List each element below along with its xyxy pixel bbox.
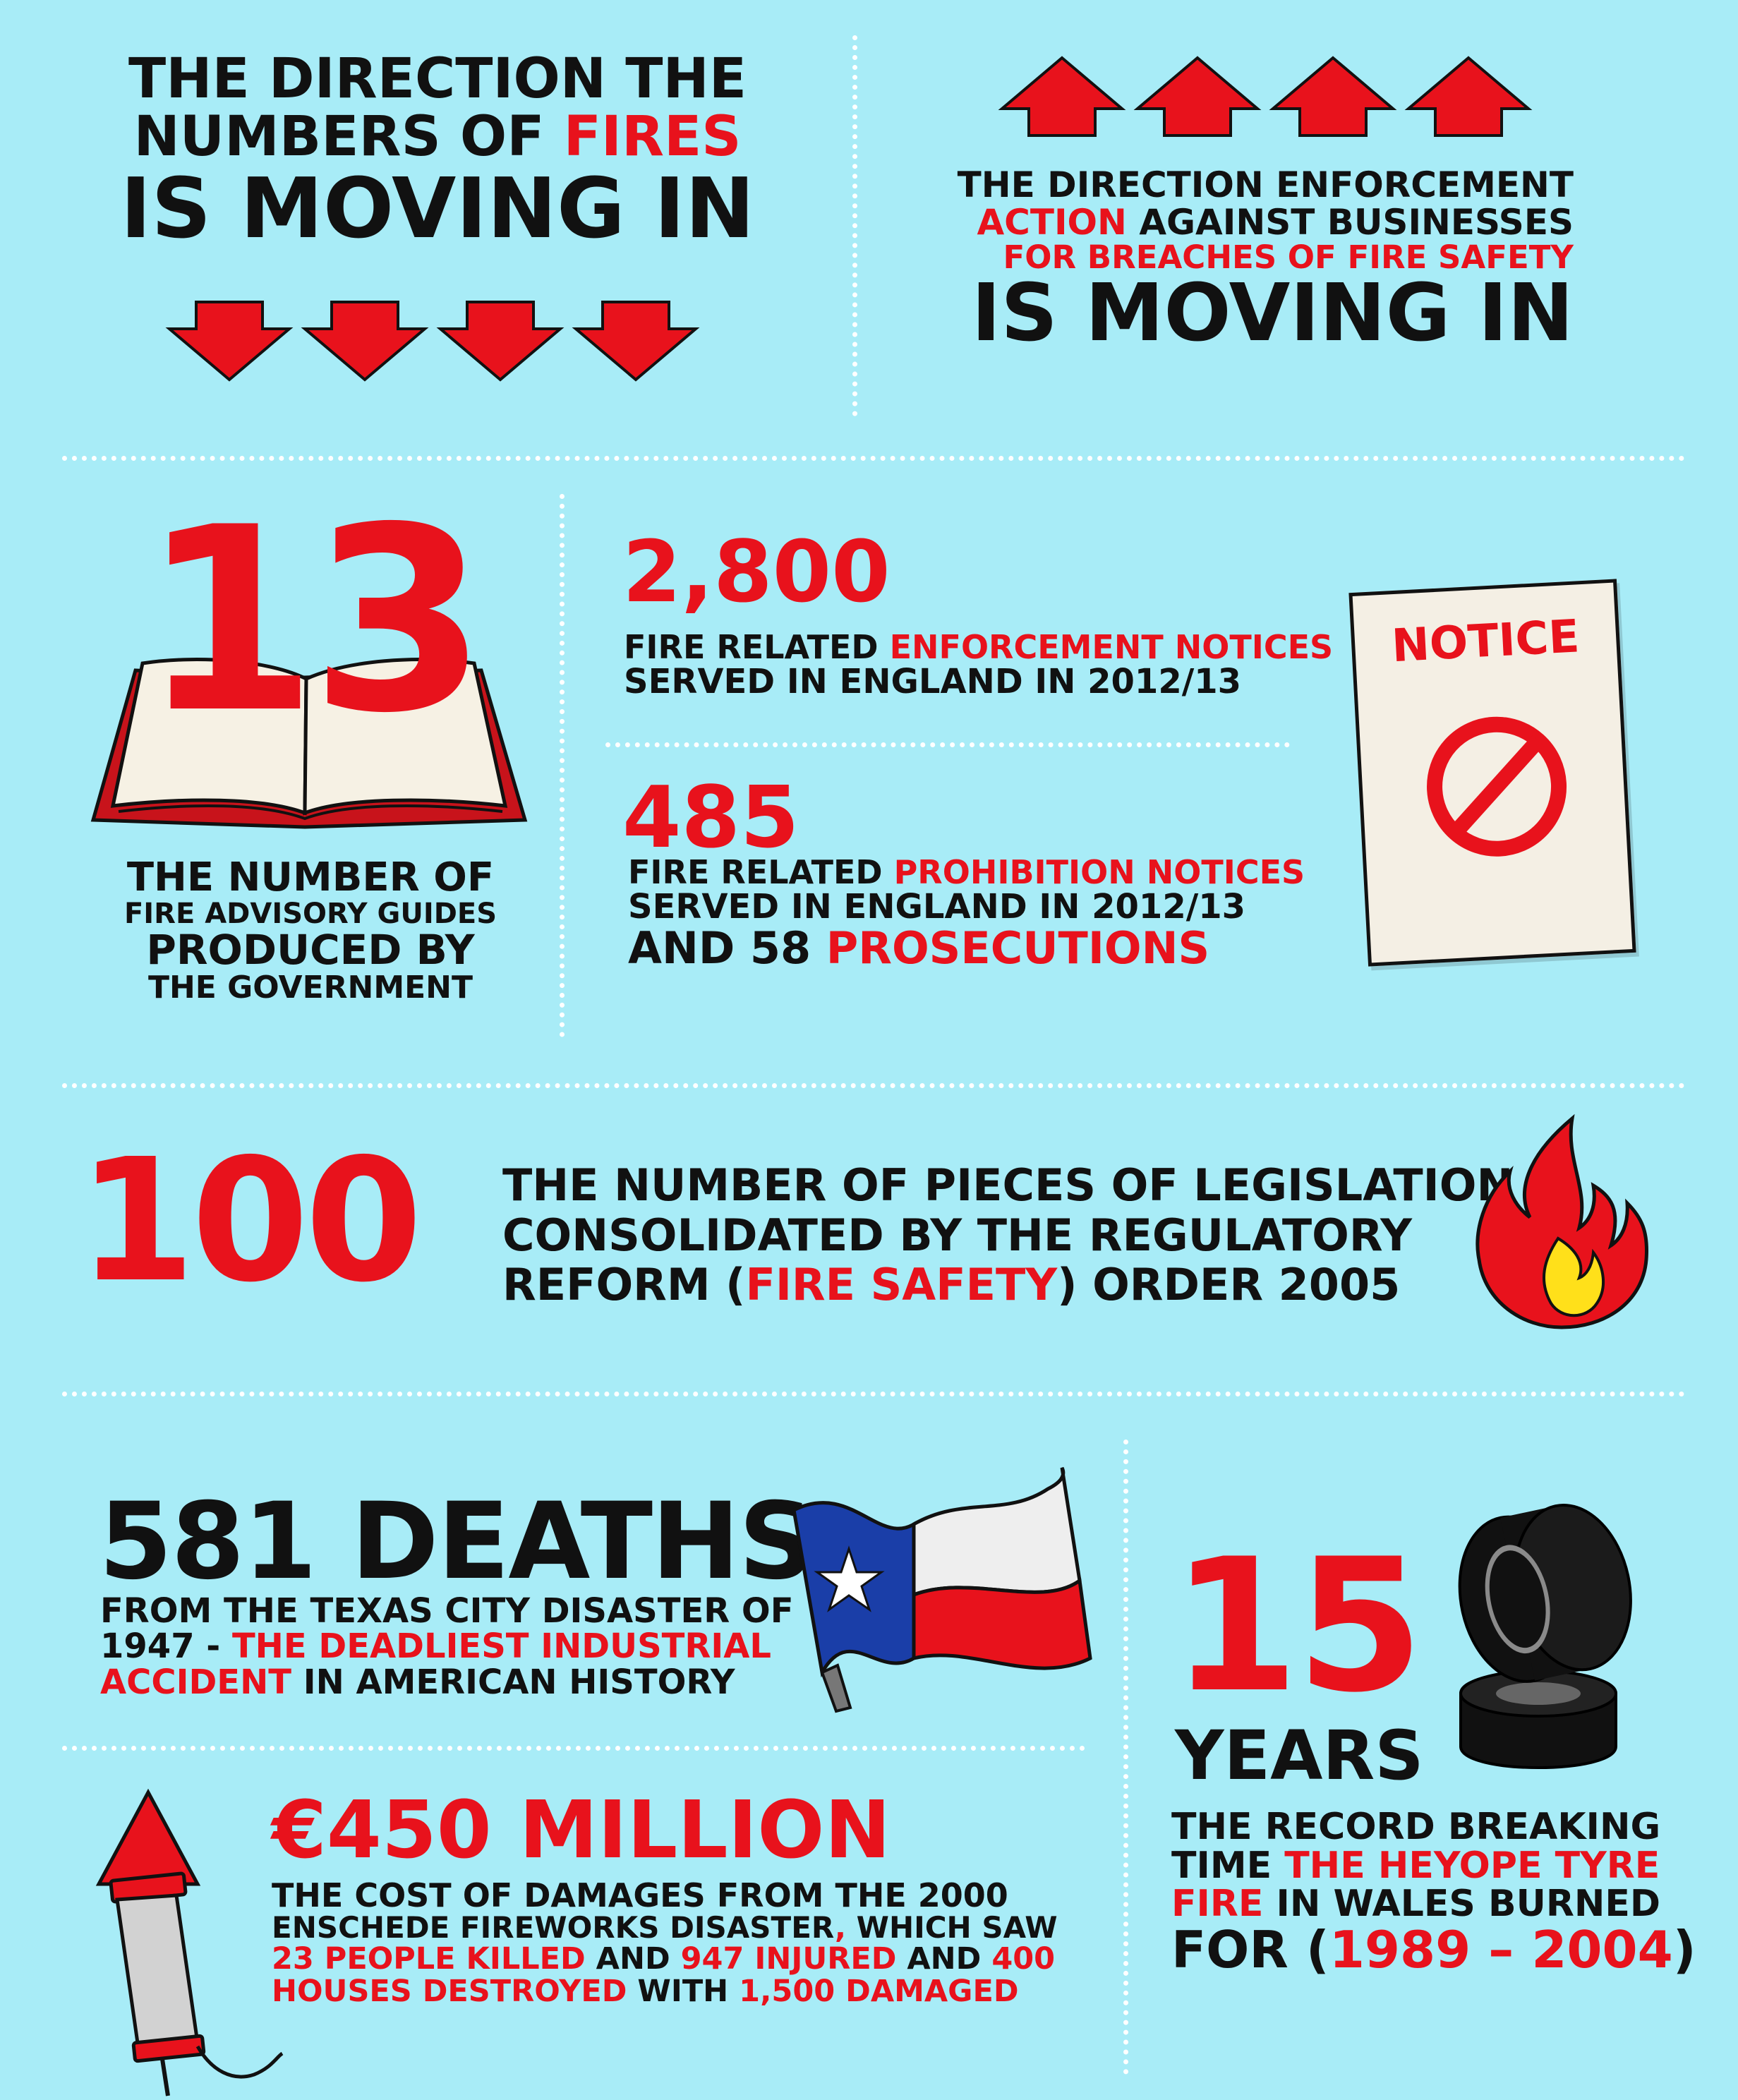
tyre-line-2: TIME THE HEYOPE TYRE (1171, 1844, 1660, 1887)
tyre-line-4: FOR (1989 – 2004) (1171, 1919, 1696, 1979)
enschede-headline: €450 MILLION (272, 1785, 891, 1876)
up-arrows-row (998, 56, 1533, 137)
divider-notices (605, 742, 1290, 747)
texas-headline: 581 DEATHS (99, 1480, 815, 1603)
enforcement-notices-number: 2,800 (622, 524, 891, 622)
guides-line-2: FIRE ADVISORY GUIDES (123, 897, 497, 930)
down-arrow-icon (436, 301, 565, 382)
notice-sign: NOTICE (1348, 579, 1636, 967)
enforcement-notices-line-2: SERVED IN ENGLAND IN 2012/13 (624, 662, 1242, 702)
enforcement-notices-caption: FIRE RELATED ENFORCEMENT NOTICES SERVED … (624, 628, 1334, 702)
prohibition-notices-number: 485 (622, 769, 799, 867)
up-arrow-icon (1269, 56, 1397, 137)
enforcement-line-4: IS MOVING IN (971, 267, 1574, 360)
fires-line-1: THE DIRECTION THE (128, 47, 747, 111)
legislation-caption: THE NUMBER OF PIECES OF LEGISLATION CONS… (502, 1159, 1514, 1311)
divider-2 (62, 1083, 1685, 1088)
divider-texas-enschede (62, 1746, 1085, 1751)
fires-line-2: NUMBERS OF FIRES (133, 104, 742, 169)
tyre-number: 15 (1171, 1520, 1424, 1733)
enschede-line-2: ENSCHEDE FIREWORKS DISASTER, WHICH SAW (272, 1910, 1058, 1945)
enschede-line-3: 23 PEOPLE KILLED AND 947 INJURED AND 400 (272, 1941, 1056, 1977)
tyre-line-3: FIRE IN WALES BURNED (1171, 1883, 1661, 1926)
enforcement-notices-line-1: FIRE RELATED ENFORCEMENT NOTICES (624, 628, 1334, 666)
legislation-number: 100 (78, 1122, 423, 1320)
down-arrow-icon (301, 301, 429, 382)
enforcement-direction-heading: THE DIRECTION ENFORCEMENT ACTION AGAINST… (896, 167, 1574, 353)
enforcement-line-2: ACTION AGAINST BUSINESSES (977, 201, 1574, 243)
enschede-line-4: HOUSES DESTROYED WITH 1,500 DAMAGED (272, 1973, 1019, 2009)
prohibition-notices-line-1: FIRE RELATED PROHIBITION NOTICES (628, 853, 1305, 891)
texas-line-3: ACCIDENT IN AMERICAN HISTORY (100, 1662, 735, 1702)
prohibition-notices-line-3: AND 58 PROSECUTIONS (628, 922, 1210, 974)
notice-sign-label: NOTICE (1390, 610, 1581, 673)
enschede-line-1: THE COST OF DAMAGES FROM THE 2000 (272, 1876, 1008, 1914)
prohibition-notices-line-2: SERVED IN ENGLAND IN 2012/13 (628, 887, 1246, 927)
texas-caption: FROM THE TEXAS CITY DISASTER OF 1947 - T… (100, 1593, 806, 1700)
tyre-line-1: THE RECORD BREAKING (1171, 1806, 1661, 1848)
legislation-line-1: THE NUMBER OF PIECES OF LEGISLATION (502, 1159, 1514, 1211)
down-arrow-icon (572, 301, 700, 382)
up-arrow-icon (1404, 56, 1533, 137)
texas-line-1: FROM THE TEXAS CITY DISASTER OF (100, 1591, 794, 1631)
enforcement-line-3: FOR BREACHES OF FIRE SAFETY (1003, 239, 1574, 276)
tyre-caption: THE RECORD BREAKING TIME THE HEYOPE TYRE… (1171, 1806, 1696, 1979)
guides-line-3: PRODUCED BY (146, 925, 475, 974)
tyre-stack-icon (1458, 1503, 1632, 1769)
guides-line-4: THE GOVERNMENT (147, 969, 473, 1006)
open-book-icon (90, 658, 528, 829)
notice-prohibition-icon (1427, 716, 1567, 857)
firework-rocket-icon (95, 1788, 284, 2096)
divider-top-vertical (852, 35, 857, 416)
divider-3 (62, 1392, 1685, 1396)
divider-stats-vertical (560, 494, 565, 1037)
prohibition-notices-caption: FIRE RELATED PROHIBITION NOTICES SERVED … (628, 855, 1305, 971)
guides-line-1: THE NUMBER OF (126, 855, 495, 900)
flame-icon (1476, 1114, 1649, 1329)
legislation-line-2: CONSOLIDATED BY THE REGULATORY (502, 1209, 1413, 1261)
enforcement-line-1: THE DIRECTION ENFORCEMENT (957, 164, 1574, 205)
texas-line-2: 1947 - THE DEADLIEST INDUSTRIAL (100, 1627, 771, 1667)
enschede-caption: THE COST OF DAMAGES FROM THE 2000 ENSCHE… (272, 1878, 1083, 2008)
fires-direction-heading: THE DIRECTION THE NUMBERS OF FIRES IS MO… (42, 47, 833, 257)
up-arrow-icon (998, 56, 1126, 137)
down-arrows-row (165, 301, 700, 382)
up-arrow-icon (1133, 56, 1262, 137)
guides-number: 13 (140, 473, 488, 768)
texas-flag-icon (792, 1466, 1092, 1713)
tyre-unit: YEARS (1175, 1716, 1424, 1795)
guides-caption: THE NUMBER OF FIRE ADVISORY GUIDES PRODU… (92, 857, 529, 1004)
down-arrow-icon (165, 301, 294, 382)
legislation-line-3: REFORM (FIRE SAFETY) ORDER 2005 (502, 1259, 1401, 1311)
fires-line-3: IS MOVING IN (120, 159, 755, 257)
divider-1 (62, 456, 1685, 461)
divider-bottom-vertical (1123, 1440, 1128, 2075)
